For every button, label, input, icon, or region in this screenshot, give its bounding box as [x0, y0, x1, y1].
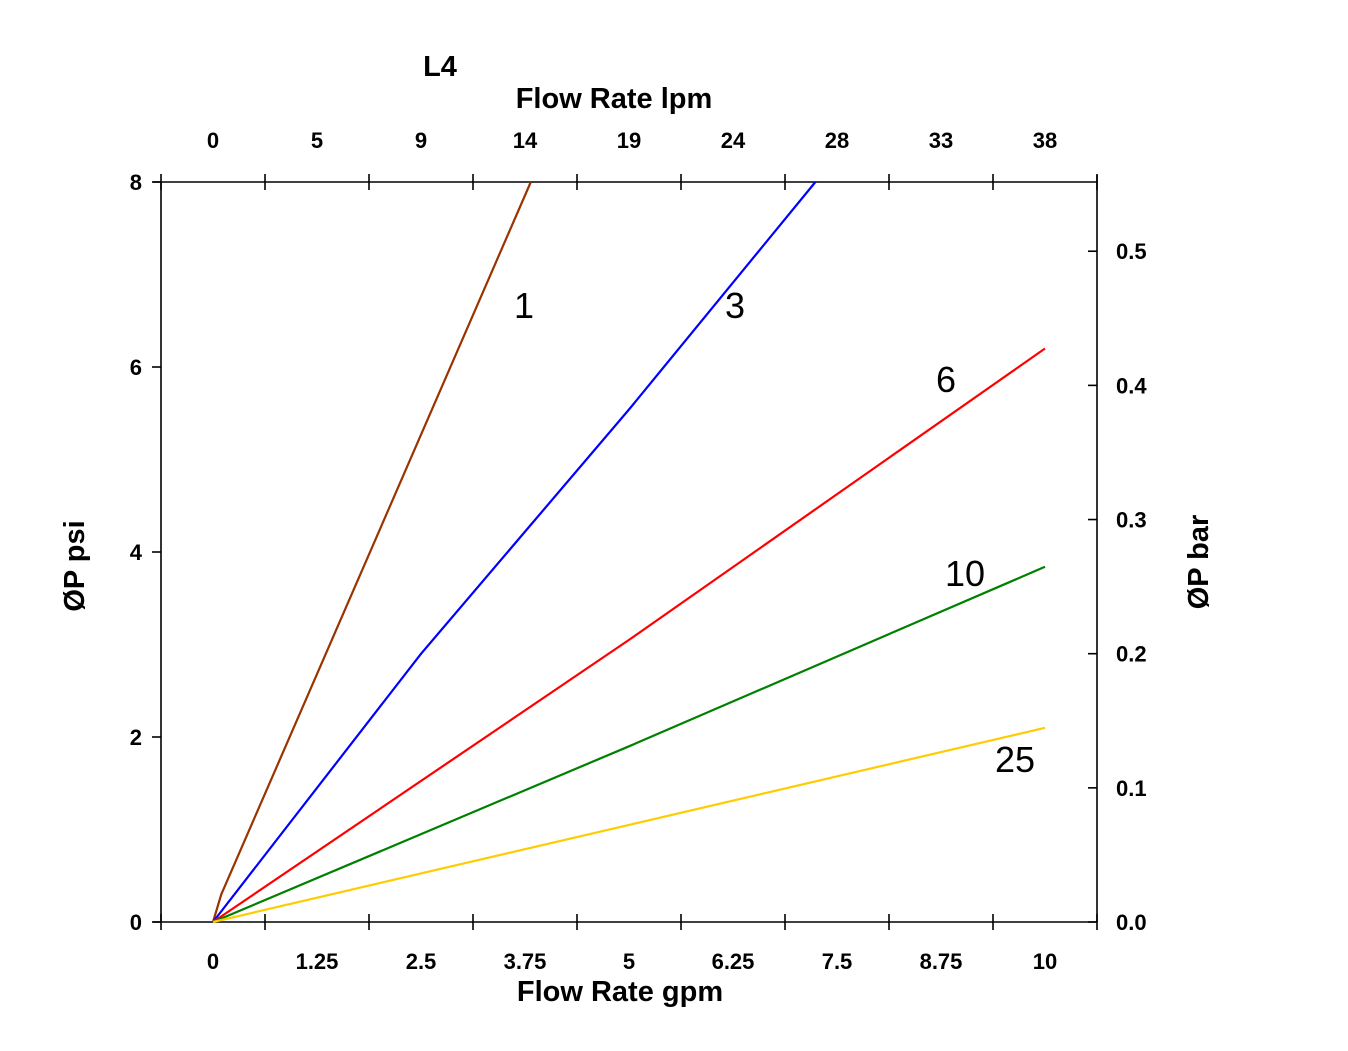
- x-tick-label: 7.5: [822, 949, 853, 974]
- y-tick-label: 4: [130, 540, 143, 565]
- x-tick-label: 10: [1033, 949, 1057, 974]
- x-tick-label: 0: [207, 949, 219, 974]
- y2-tick-label: 0.2: [1116, 642, 1147, 667]
- y-tick-label: 8: [130, 170, 142, 195]
- x2-tick-label: 0: [207, 128, 219, 153]
- y2-tick-label: 0.1: [1116, 776, 1147, 801]
- x2-tick-label: 9: [415, 128, 427, 153]
- x2-tick-label: 24: [721, 128, 746, 153]
- x-axis-title: Flow Rate gpm: [517, 976, 723, 1008]
- tick-labels: 001.2552.593.75145196.25247.5288.7533103…: [130, 128, 1148, 974]
- x2-tick-label: 28: [825, 128, 849, 153]
- y-tick-label: 0: [130, 910, 142, 935]
- series-line-25: [212, 726, 1046, 924]
- axes: [152, 174, 1098, 930]
- x2-tick-label: 5: [311, 128, 323, 153]
- x-tick-label: 6.25: [712, 949, 755, 974]
- x2-tick-label: 33: [929, 128, 953, 153]
- series-label-25: 25: [995, 739, 1035, 780]
- x-tick-label: 3.75: [504, 949, 547, 974]
- series-line-10: [212, 565, 1046, 924]
- x-tick-label: 8.75: [920, 949, 963, 974]
- y2-tick-label: 0.4: [1116, 373, 1147, 398]
- series-line-6: [212, 347, 1046, 923]
- series-line-3: [212, 181, 817, 923]
- series-label-10: 10: [945, 553, 985, 594]
- x-tick-label: 5: [623, 949, 635, 974]
- series-label-3: 3: [725, 285, 745, 326]
- y2-tick-label: 0.0: [1116, 910, 1147, 935]
- y2-tick-label: 0.5: [1116, 239, 1147, 264]
- x-tick-label: 2.5: [406, 949, 437, 974]
- y2-tick-label: 0.3: [1116, 508, 1147, 533]
- series-label-6: 6: [936, 359, 956, 400]
- chart-title: L4: [423, 51, 457, 83]
- y-tick-label: 6: [130, 355, 142, 380]
- y-axis-title: ØP psi: [59, 520, 91, 611]
- y-tick-label: 2: [130, 725, 142, 750]
- y2-axis-title: ØP bar: [1183, 515, 1215, 610]
- x2-axis-title: Flow Rate lpm: [516, 83, 713, 115]
- x2-tick-label: 19: [617, 128, 641, 153]
- x2-tick-label: 38: [1033, 128, 1057, 153]
- series-line-1: [211, 181, 532, 923]
- series-group: [211, 181, 1046, 924]
- x-tick-label: 1.25: [296, 949, 339, 974]
- x2-tick-label: 14: [513, 128, 538, 153]
- series-labels: 1 3 6 10 25: [514, 285, 1035, 780]
- series-label-1: 1: [514, 285, 534, 326]
